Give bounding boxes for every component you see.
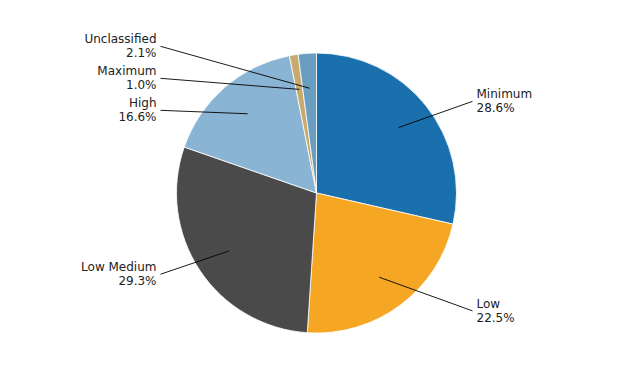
data-label: 2.1% xyxy=(126,46,157,60)
data-label: 16.6% xyxy=(118,110,156,124)
data-label: 1.0% xyxy=(126,78,157,92)
leader-line xyxy=(161,110,248,113)
slice-label: Low Medium xyxy=(81,260,156,274)
pie-slice xyxy=(298,53,316,193)
data-label: 29.3% xyxy=(118,274,156,288)
leader-line xyxy=(161,46,310,88)
slice-label: High xyxy=(129,96,157,110)
slice-label: Minimum xyxy=(477,87,533,101)
pie xyxy=(177,53,457,333)
annotations: Minimum28.6%Low22.5%Low Medium29.3%High1… xyxy=(81,32,532,325)
slice-label: Low xyxy=(477,297,501,311)
pie-slice xyxy=(307,193,453,333)
chart: Minimum28.6%Low22.5%Low Medium29.3%High1… xyxy=(0,0,633,386)
leader-line xyxy=(399,101,473,127)
slice-label: Maximum xyxy=(97,64,156,78)
data-label: 22.5% xyxy=(477,311,515,325)
leader-line xyxy=(161,251,229,274)
data-label: 28.6% xyxy=(477,101,515,115)
leader-line xyxy=(379,277,472,311)
slice-label: Unclassified xyxy=(84,32,156,46)
